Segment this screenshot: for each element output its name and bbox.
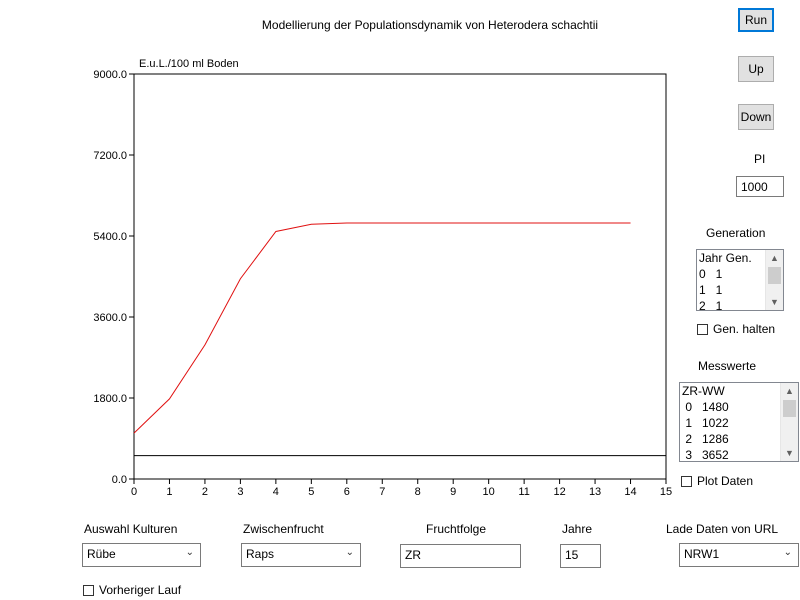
y-tick-label: 7200.0 xyxy=(93,150,127,162)
list-item[interactable]: 1 1 xyxy=(699,283,723,297)
url-label: Lade Daten von URL xyxy=(666,522,779,536)
y-tick-label: 3600.0 xyxy=(93,312,127,324)
generation-listbox[interactable]: Jahr Gen. 0 1 1 1 2 1 ▲ ▼ xyxy=(696,249,784,311)
list-item[interactable]: 1 1022 xyxy=(682,416,729,430)
generation-header: Jahr Gen. xyxy=(699,251,752,265)
app-title: Modellierung der Populationsdynamik von … xyxy=(261,18,599,32)
y-tick-label: 0.0 xyxy=(112,474,127,486)
jahre-label: Jahre xyxy=(562,522,593,536)
messwerte-scrollbar[interactable]: ▲ ▼ xyxy=(780,383,798,461)
x-tick-label: 11 xyxy=(518,486,529,498)
x-tick-label: 6 xyxy=(344,486,350,498)
x-tick-label: 8 xyxy=(415,486,421,498)
list-item[interactable]: 2 1286 xyxy=(682,432,729,446)
up-button[interactable]: Up xyxy=(738,56,774,82)
generation-scrollbar[interactable]: ▲ ▼ xyxy=(765,250,783,310)
scroll-down-icon[interactable]: ▼ xyxy=(770,297,779,307)
checkbox-box[interactable] xyxy=(83,584,94,596)
x-tick-label: 2 xyxy=(202,486,208,498)
jahre-input[interactable]: 15 xyxy=(560,544,601,568)
list-item[interactable]: 0 1480 xyxy=(682,400,729,414)
url-value: NRW1 xyxy=(684,547,720,561)
chart-series xyxy=(133,222,666,457)
x-tick-label: 13 xyxy=(589,486,601,498)
messwerte-header: ZR-WW xyxy=(682,384,725,398)
chevron-down-icon: ⌄ xyxy=(185,547,194,558)
x-tick-label: 0 xyxy=(131,486,137,498)
checkbox-box[interactable] xyxy=(697,323,708,335)
plot-daten-label: Plot Daten xyxy=(697,474,754,488)
list-item[interactable]: 2 1 xyxy=(699,299,723,311)
list-item[interactable]: 3 3652 xyxy=(682,448,729,462)
list-item[interactable]: 0 1 xyxy=(699,267,723,281)
x-tick-label: 12 xyxy=(553,486,565,498)
y-axis: 0.0 1800.0 3600.0 5400.0 7200.0 9000.0 xyxy=(93,69,134,486)
x-axis: 0 1 2 3 4 5 6 7 8 9 10 11 12 13 14 15 xyxy=(131,479,672,498)
url-select[interactable]: NRW1 ⌄ xyxy=(679,543,799,567)
scroll-down-icon[interactable]: ▼ xyxy=(785,448,794,458)
zwischenfrucht-label: Zwischenfrucht xyxy=(243,522,324,536)
fruchtfolge-label: Fruchtfolge xyxy=(426,522,487,536)
run-button[interactable]: Run xyxy=(738,8,774,32)
scroll-thumb[interactable] xyxy=(783,400,796,417)
plot-frame xyxy=(133,73,667,480)
vorheriger-lauf-checkbox[interactable]: Vorheriger Lauf xyxy=(83,583,181,597)
gen-halten-label: Gen. halten xyxy=(713,322,776,336)
y-tick-label: 9000.0 xyxy=(93,69,127,81)
messwerte-listbox[interactable]: ZR-WW 0 1480 1 1022 2 1286 3 3652 ▲ ▼ xyxy=(679,382,799,462)
pi-input[interactable]: 1000 xyxy=(736,176,784,197)
gen-halten-checkbox[interactable]: Gen. halten xyxy=(697,322,775,336)
y-tick-label: 1800.0 xyxy=(93,393,127,405)
zwischenfrucht-value: Raps xyxy=(246,547,275,561)
scroll-up-icon[interactable]: ▲ xyxy=(785,386,794,396)
checkbox-box[interactable] xyxy=(681,475,692,487)
fruchtfolge-input[interactable]: ZR xyxy=(400,544,521,568)
x-tick-label: 15 xyxy=(660,486,672,498)
scroll-up-icon[interactable]: ▲ xyxy=(770,253,779,263)
chevron-down-icon: ⌄ xyxy=(783,547,792,558)
x-tick-label: 4 xyxy=(273,486,279,498)
y-tick-label: 5400.0 xyxy=(93,231,127,243)
series-line-0 xyxy=(133,222,631,434)
x-tick-label: 5 xyxy=(308,486,314,498)
chevron-down-icon: ⌄ xyxy=(345,547,354,558)
x-tick-label: 1 xyxy=(166,486,172,498)
x-tick-label: 7 xyxy=(379,486,385,498)
messwerte-label: Messwerte xyxy=(698,359,757,373)
kulturen-label: Auswahl Kulturen xyxy=(84,522,178,536)
down-button[interactable]: Down xyxy=(738,104,774,130)
kulturen-select[interactable]: Rübe ⌄ xyxy=(82,543,201,567)
vorheriger-lauf-label: Vorheriger Lauf xyxy=(99,583,182,597)
scroll-thumb[interactable] xyxy=(768,267,781,284)
zwischenfrucht-select[interactable]: Raps ⌄ xyxy=(241,543,361,567)
x-tick-label: 9 xyxy=(450,486,456,498)
y-axis-label: E.u.L./100 ml Boden xyxy=(139,58,239,70)
x-tick-label: 10 xyxy=(483,486,495,498)
x-tick-label: 14 xyxy=(624,486,636,498)
kulturen-value: Rübe xyxy=(87,547,116,561)
population-chart: E.u.L./100 ml Boden 0.01800.03600.05400.… xyxy=(93,58,672,498)
pi-label: PI xyxy=(754,152,766,166)
generation-label: Generation xyxy=(706,226,766,240)
x-tick-label: 3 xyxy=(237,486,243,498)
plot-daten-checkbox[interactable]: Plot Daten xyxy=(681,474,753,488)
